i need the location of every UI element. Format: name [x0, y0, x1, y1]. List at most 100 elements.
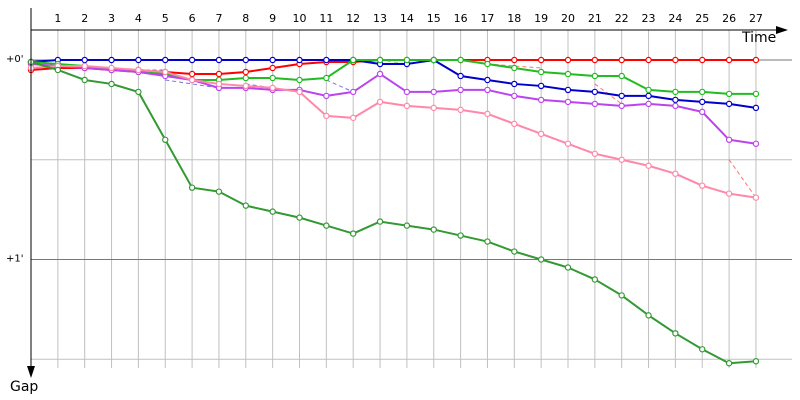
data-point — [296, 214, 303, 221]
data-point — [430, 56, 437, 64]
x-tick-label: 20 — [561, 12, 575, 25]
y-tick-label: +1' — [6, 254, 24, 265]
x-tick-label: 3 — [108, 12, 115, 25]
data-point — [350, 56, 357, 64]
data-point — [672, 56, 679, 64]
series-line — [30, 59, 757, 109]
x-tick-label: 2 — [81, 12, 88, 25]
data-point — [564, 98, 572, 106]
data-point — [699, 98, 706, 106]
data-point — [457, 232, 464, 239]
data-point — [618, 156, 625, 163]
x-tick-label: 17 — [480, 12, 494, 25]
data-point — [162, 136, 169, 143]
data-point — [350, 114, 357, 122]
series-pink — [27, 62, 760, 201]
data-point — [403, 88, 411, 96]
data-point — [162, 68, 169, 76]
x-axis-arrow — [776, 26, 788, 34]
data-point — [242, 74, 249, 82]
data-point — [215, 56, 223, 64]
y-axis-arrow — [27, 366, 35, 378]
data-point — [725, 90, 733, 98]
data-point — [618, 72, 625, 80]
data-point — [511, 92, 518, 100]
data-point — [725, 360, 733, 367]
data-point — [725, 190, 733, 197]
data-point — [618, 92, 625, 100]
data-point — [269, 64, 276, 72]
data-point — [511, 80, 518, 88]
data-point — [591, 88, 599, 96]
series-line — [30, 62, 757, 145]
data-point — [699, 346, 706, 353]
data-point — [135, 56, 142, 64]
x-tick-label: 26 — [722, 12, 736, 25]
data-point — [725, 56, 733, 64]
data-point — [242, 68, 249, 76]
series-darkgreen — [27, 58, 760, 367]
data-point — [54, 66, 62, 74]
data-point — [188, 56, 196, 64]
data-point — [484, 60, 491, 68]
data-point — [457, 56, 464, 64]
data-point — [457, 72, 464, 80]
pit-stop-line — [326, 79, 354, 93]
data-point — [511, 248, 518, 255]
data-point — [699, 108, 706, 116]
data-point — [752, 56, 760, 64]
data-point — [188, 70, 196, 78]
x-tick-label: 6 — [189, 12, 196, 25]
data-point — [81, 56, 88, 64]
data-point — [430, 226, 437, 233]
data-point — [484, 76, 491, 84]
data-point — [484, 238, 491, 245]
series-line — [30, 64, 757, 199]
x-axis-title: Time — [741, 30, 776, 46]
data-point — [376, 98, 384, 106]
grid — [31, 30, 792, 368]
x-tick-label: 13 — [373, 12, 387, 25]
data-point — [403, 222, 411, 229]
data-point — [162, 56, 169, 64]
data-point — [645, 92, 652, 100]
data-point — [269, 84, 276, 92]
data-point — [699, 88, 706, 96]
x-tick-label: 19 — [534, 12, 548, 25]
data-point — [564, 56, 572, 64]
data-point — [108, 64, 115, 72]
data-point — [296, 88, 303, 96]
pit-stop-line — [165, 79, 220, 89]
x-tick-label: 7 — [215, 12, 222, 25]
series-line — [30, 61, 757, 365]
data-point — [296, 56, 303, 64]
data-point — [752, 90, 760, 98]
data-point — [645, 56, 652, 64]
data-point — [403, 56, 411, 64]
data-point — [376, 56, 384, 64]
x-tick-label: 12 — [346, 12, 360, 25]
data-point — [484, 86, 491, 94]
data-point — [135, 66, 142, 74]
data-point — [564, 140, 572, 147]
data-point — [376, 218, 384, 225]
data-point — [645, 162, 652, 169]
data-point — [242, 56, 249, 64]
data-point — [323, 74, 330, 82]
data-point — [323, 112, 330, 120]
y-tick-label: +0' — [6, 54, 24, 65]
x-tick-label: 1 — [54, 12, 61, 25]
data-point — [699, 56, 706, 64]
data-point — [376, 70, 384, 78]
data-point — [672, 102, 679, 110]
x-tick-label: 8 — [242, 12, 249, 25]
data-point — [725, 100, 733, 108]
data-point — [564, 70, 572, 78]
data-point — [403, 102, 411, 110]
data-point — [618, 102, 625, 110]
data-point — [591, 276, 599, 283]
data-point — [511, 64, 518, 72]
data-point — [269, 208, 276, 215]
data-point — [81, 76, 88, 84]
